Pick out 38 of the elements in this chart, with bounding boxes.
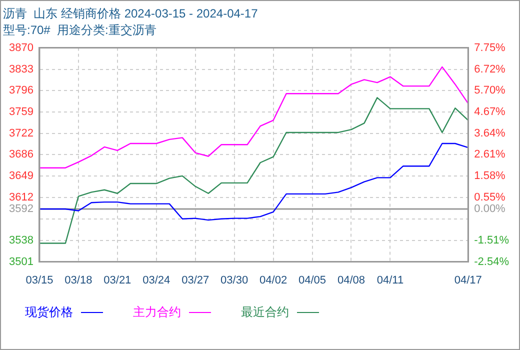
- y2-tick-label: 7.75%: [474, 42, 506, 54]
- y-tick-label: 3592: [8, 203, 34, 216]
- y2-tick-label: 6.72%: [474, 63, 506, 76]
- chart-subtitle: 型号:70# 用途分类:重交沥青: [3, 22, 156, 37]
- x-tick-label: 04/05: [298, 274, 326, 286]
- y-tick-label: 3796: [8, 84, 34, 97]
- y2-tick-label: -2.54%: [474, 256, 510, 268]
- x-tick-label: 03/15: [26, 274, 54, 286]
- y-tick-label: 3649: [8, 170, 34, 182]
- y-tick-label: 3686: [8, 148, 34, 161]
- y2-tick-label: 1.58%: [474, 170, 506, 182]
- legend-label: 最近合约: [241, 304, 289, 321]
- y2-tick-label: 2.61%: [474, 148, 506, 161]
- y2-tick-label: 3.64%: [474, 127, 506, 140]
- y2-tick-label: 0.00%: [474, 203, 506, 216]
- x-tick-label: 04/08: [337, 274, 365, 286]
- y-tick-label: 3501: [8, 256, 34, 268]
- y-tick-label: 3722: [8, 128, 34, 140]
- y-tick-label: 3538: [8, 234, 34, 246]
- y-tick-label: 3870: [8, 42, 34, 54]
- legend-label: 现货价格: [25, 304, 73, 321]
- y2-tick-label: 0.55%: [474, 192, 506, 204]
- y2-tick-label: 5.70%: [474, 84, 506, 96]
- x-tick-label: 03/30: [220, 274, 248, 286]
- x-tick-label: 04/17: [454, 274, 482, 286]
- x-tick-label: 03/21: [104, 274, 132, 286]
- y-tick-label: 3612: [8, 191, 34, 204]
- x-tick-label: 03/27: [182, 274, 210, 286]
- chart-title: 沥青 山东 经销商价格 2024-03-15 - 2024-04-17: [3, 6, 258, 21]
- y2-tick-label: -1.51%: [474, 234, 510, 246]
- y2-tick-label: 4.67%: [474, 106, 506, 118]
- y-tick-label: 3833: [8, 63, 34, 76]
- y-tick-label: 3759: [8, 106, 34, 118]
- legend-label: 主力合约: [133, 304, 181, 321]
- x-tick-label: 04/11: [376, 274, 404, 286]
- x-tick-label: 03/24: [142, 274, 170, 286]
- x-tick-label: 03/18: [64, 274, 92, 286]
- x-tick-label: 04/02: [260, 274, 288, 286]
